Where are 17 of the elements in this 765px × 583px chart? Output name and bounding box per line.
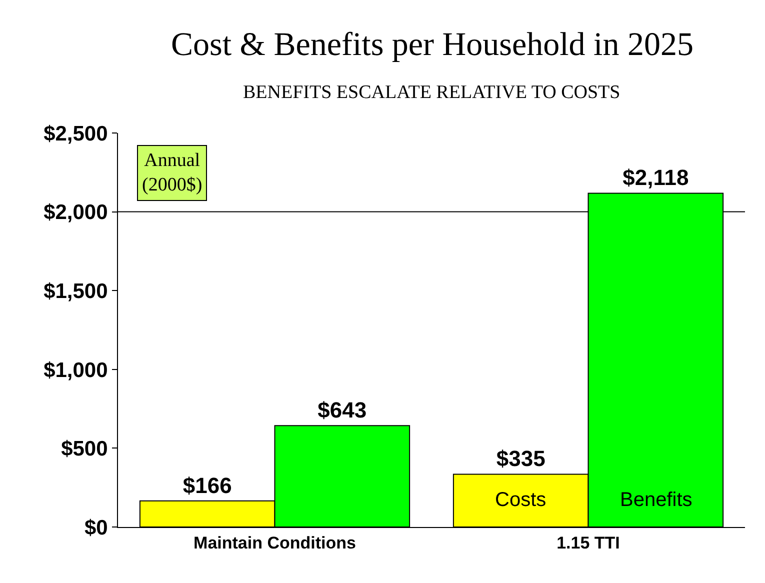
y-tick-label: $500 bbox=[61, 438, 108, 461]
series-label: Benefits bbox=[620, 489, 692, 511]
y-tick-label: $0 bbox=[84, 516, 108, 540]
series-label: Costs bbox=[495, 489, 546, 511]
x-tick-label: Maintain Conditions bbox=[194, 533, 356, 552]
y-tick-label: $1,500 bbox=[44, 280, 108, 303]
y-tick-label: $1,000 bbox=[44, 358, 108, 382]
chart-title: Cost & Benefits per Household in 2025 bbox=[171, 27, 694, 63]
data-label: $335 bbox=[496, 446, 546, 472]
x-tick-label: 1.15 TTI bbox=[556, 533, 620, 552]
annotation: Annual (2000$) bbox=[142, 150, 202, 196]
data-label: $166 bbox=[182, 472, 232, 498]
chart-subtitle: BENEFITS ESCALATE RELATIVE TO COSTS bbox=[243, 82, 620, 103]
y-tick-label: $2,500 bbox=[44, 122, 108, 146]
data-label: $643 bbox=[318, 398, 367, 423]
y-tick-label: $2,000 bbox=[44, 201, 108, 224]
data-label: $2,118 bbox=[622, 165, 689, 190]
